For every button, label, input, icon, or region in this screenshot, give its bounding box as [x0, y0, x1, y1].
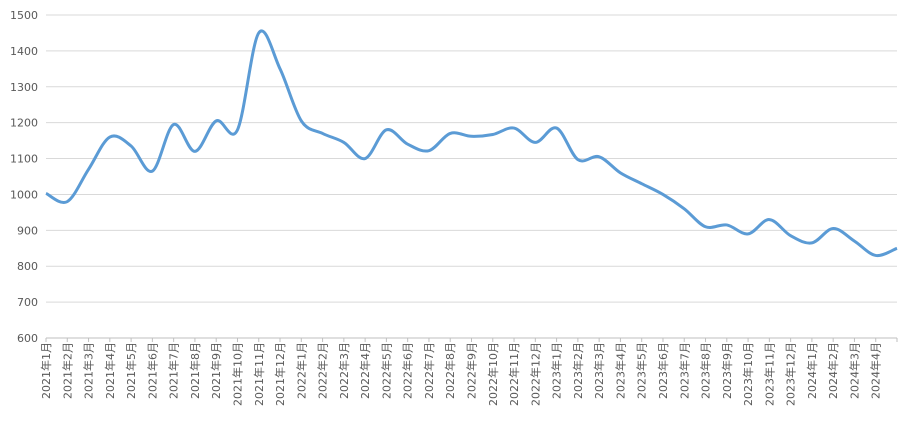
- x-tick-label: 2022年10月: [486, 342, 500, 406]
- x-tick-label: 2022年6月: [401, 342, 415, 399]
- x-tick-label: 2021年6月: [145, 342, 159, 399]
- x-tick-label: 2021年8月: [188, 342, 202, 399]
- x-tick-label: 2023年6月: [656, 342, 670, 399]
- x-tick-label: 2023年7月: [677, 342, 691, 399]
- x-tick-label: 2021年1月: [39, 342, 53, 399]
- y-tick-label: 900: [17, 224, 38, 237]
- x-tick-label: 2023年9月: [720, 342, 734, 399]
- x-tick-label: 2023年3月: [592, 342, 606, 399]
- y-tick-label: 700: [17, 296, 38, 309]
- y-tick-label: 1300: [10, 81, 38, 94]
- x-tick-label: 2022年4月: [358, 342, 372, 399]
- x-tick-label: 2024年3月: [847, 342, 861, 399]
- line: [45, 29, 898, 258]
- x-tick-label: 2022年1月: [294, 342, 308, 399]
- x-tick-label: 2024年2月: [826, 342, 840, 399]
- x-tick-label: 2023年11月: [762, 342, 776, 406]
- x-tick-label: 2021年2月: [60, 342, 74, 399]
- y-tick-label: 800: [17, 260, 38, 273]
- x-tick-label: 2022年3月: [337, 342, 351, 399]
- x-tick-label: 2022年9月: [465, 342, 479, 399]
- x-tick-label: 2022年11月: [507, 342, 521, 406]
- x-tick-label: 2022年7月: [422, 342, 436, 399]
- x-tick-label: 2024年1月: [805, 342, 819, 399]
- x-tick-label: 2022年8月: [443, 342, 457, 399]
- x-tick-label: 2023年8月: [699, 342, 713, 399]
- x-tick-label: 2021年5月: [124, 342, 138, 399]
- y-tick-label: 1100: [10, 153, 38, 166]
- x-tick-label: 2021年12月: [273, 342, 287, 406]
- y-tick-label: 1200: [10, 117, 38, 130]
- x-tick-label: 2021年7月: [167, 342, 181, 399]
- x-tick-label: 2021年9月: [209, 342, 223, 399]
- x-tick-label: 2023年1月: [550, 342, 564, 399]
- x-tick-label: 2023年2月: [571, 342, 585, 399]
- x-tick-label: 2021年3月: [82, 342, 96, 399]
- x-tick-label: 2023年5月: [635, 342, 649, 399]
- x-tick-label: 2023年4月: [613, 342, 627, 399]
- y-tick-label: 1400: [10, 45, 38, 58]
- x-tick-label: 2023年12月: [784, 342, 798, 406]
- x-tick-label: 2023年10月: [741, 342, 755, 406]
- x-tick-label: 2021年11月: [252, 342, 266, 406]
- y-tick-label: 1500: [10, 9, 38, 22]
- y-tick-label: 1000: [10, 188, 38, 201]
- x-tick-label: 2022年2月: [316, 342, 330, 399]
- x-tick-label: 2024年4月: [869, 342, 883, 399]
- x-tick-label: 2022年5月: [379, 342, 393, 399]
- y-tick-label: 600: [17, 332, 38, 345]
- x-tick-label: 2022年12月: [528, 342, 542, 406]
- x-tick-label: 2021年10月: [230, 342, 244, 406]
- x-tick-label: 2021年4月: [103, 342, 117, 399]
